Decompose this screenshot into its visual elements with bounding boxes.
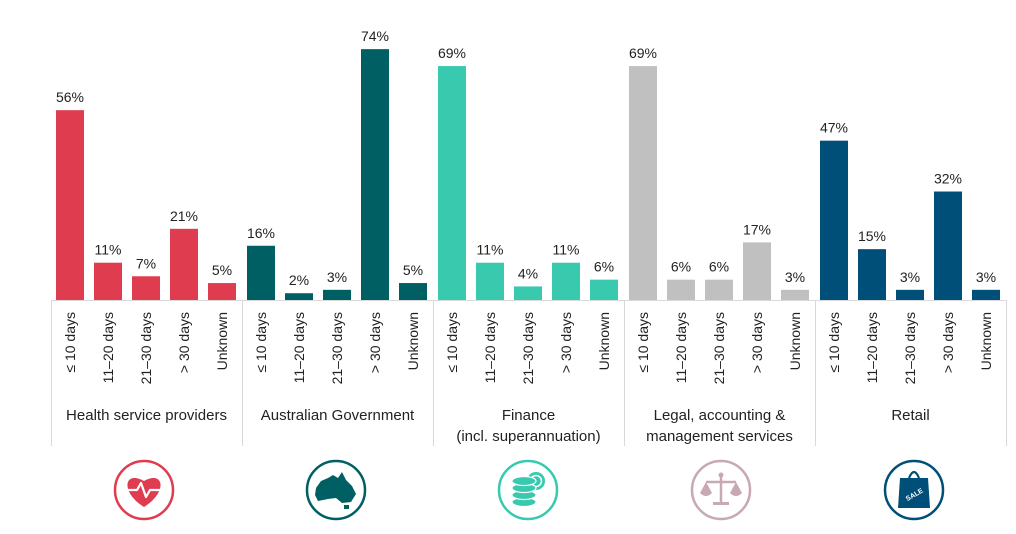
tick-label: Unknown (596, 312, 612, 370)
bar (132, 276, 160, 300)
bar (361, 49, 389, 300)
data-label: 11% (95, 242, 122, 258)
bar (705, 279, 733, 300)
bar (590, 279, 618, 300)
bar (438, 66, 466, 300)
data-label: 4% (518, 265, 538, 281)
tick-label: Unknown (978, 312, 994, 370)
bar (781, 289, 809, 300)
data-label: 3% (900, 269, 920, 285)
bar (972, 289, 1000, 300)
bar (208, 283, 236, 300)
data-label: 11% (477, 242, 504, 258)
group-label: management services (646, 428, 793, 445)
group-label: (incl. superannuation) (456, 428, 600, 445)
data-label: 6% (594, 259, 614, 275)
heart-pulse-icon (113, 459, 175, 521)
data-label: 32% (934, 171, 962, 187)
tick-label: 21–30 days (902, 312, 918, 384)
data-label: 5% (212, 262, 232, 278)
data-label: 69% (629, 45, 657, 61)
data-label: 3% (327, 269, 347, 285)
bar (247, 245, 275, 300)
group-label: Finance (502, 407, 555, 424)
bar (896, 289, 924, 300)
tick-label: > 30 days (749, 312, 765, 373)
tick-label: > 30 days (176, 312, 192, 373)
tick-label: 11–20 days (100, 312, 116, 383)
data-label: 69% (438, 45, 466, 61)
data-label: 74% (361, 28, 389, 44)
data-label: 5% (403, 262, 423, 278)
bar (399, 283, 427, 300)
tick-label: 21–30 days (520, 312, 536, 384)
australia-map-icon (305, 459, 367, 521)
bar (667, 279, 695, 300)
sale-bag-icon: SALE (883, 459, 945, 521)
tick-label: Unknown (405, 312, 421, 370)
tick-label: 21–30 days (138, 312, 154, 384)
bar-group: 69% ≤ 10 days 11% 11–20 days 4% 21–30 days 11%… (438, 45, 618, 445)
bar (934, 191, 962, 300)
tick-label: > 30 days (558, 312, 574, 373)
data-label: 15% (858, 228, 886, 244)
bar-group: 56% ≤ 10 days 11% 11–20 days 7% 21–30 days 21%… (56, 89, 236, 424)
data-label: 7% (136, 255, 156, 271)
tick-label: ≤ 10 days (444, 312, 460, 373)
bar (820, 140, 848, 300)
bar (552, 262, 580, 300)
data-label: 3% (976, 269, 996, 285)
coins-icon (497, 459, 559, 521)
data-label: 6% (671, 259, 691, 275)
bar-group: 16% ≤ 10 days 2% 11–20 days 3% 21–30 days 74% >… (247, 28, 427, 424)
tick-label: ≤ 10 days (635, 312, 651, 373)
data-label: 21% (170, 208, 198, 224)
group-label: Legal, accounting & (654, 407, 786, 424)
tick-label: 11–20 days (291, 312, 307, 383)
tick-label: 21–30 days (711, 312, 727, 384)
tick-label: ≤ 10 days (826, 312, 842, 373)
data-label: 3% (785, 269, 805, 285)
data-label: 47% (820, 120, 848, 136)
tick-label: 11–20 days (482, 312, 498, 383)
bar (94, 262, 122, 300)
bar-group: 69% ≤ 10 days 6% 11–20 days 6% 21–30 days 17% >… (629, 45, 809, 445)
bar-group: 47% ≤ 10 days 15% 11–20 days 3% 21–30 days 32%… (820, 120, 1000, 424)
data-label: 17% (743, 221, 771, 237)
tick-label: > 30 days (940, 312, 956, 373)
tick-label: Unknown (214, 312, 230, 370)
tick-label: ≤ 10 days (62, 312, 78, 373)
tick-label: 21–30 days (329, 312, 345, 384)
bar (476, 262, 504, 300)
data-label: 56% (56, 89, 84, 105)
bar (743, 242, 771, 300)
tick-label: Unknown (787, 312, 803, 370)
tick-label: ≤ 10 days (253, 312, 269, 373)
bar (285, 293, 313, 300)
data-label: 6% (709, 259, 729, 275)
bar (170, 228, 198, 300)
data-label: 2% (289, 272, 309, 288)
data-label: 16% (247, 225, 275, 241)
group-label: Retail (891, 407, 929, 424)
bar (629, 66, 657, 300)
bar (56, 110, 84, 300)
bar (858, 249, 886, 300)
tick-label: 11–20 days (673, 312, 689, 383)
tick-label: > 30 days (367, 312, 383, 373)
scales-icon (690, 459, 752, 521)
data-label: 11% (553, 242, 580, 258)
group-label: Australian Government (261, 407, 415, 424)
bar (323, 289, 351, 300)
group-label: Health service providers (66, 407, 227, 424)
tick-label: 11–20 days (864, 312, 880, 383)
bar (514, 286, 542, 300)
